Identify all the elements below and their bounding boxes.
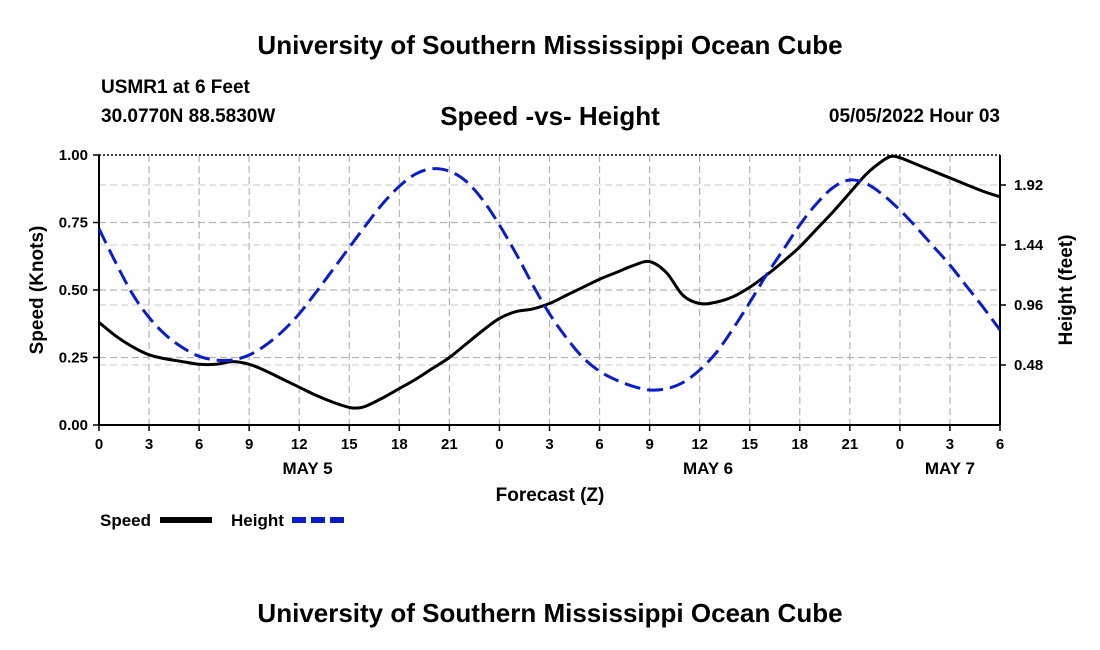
x-tick-label: 0 (95, 436, 103, 453)
y-axis-label-right: Height (feet) (1056, 235, 1077, 346)
y-tick-label-left: 0.75 (59, 215, 88, 232)
coordinates-label: 30.0770N 88.5830W (101, 106, 276, 127)
series-line-height (97, 167, 1002, 392)
page-title: University of Southern Mississippi Ocean… (257, 30, 843, 60)
legend: Speed Height (100, 511, 344, 530)
x-tick-label: 9 (645, 436, 653, 453)
x-tick-label: 18 (791, 436, 808, 453)
date-label: MAY 6 (683, 459, 733, 478)
page-footer-title: University of Southern Mississippi Ocean… (257, 598, 843, 628)
y-tick-label-left: 1.00 (59, 147, 88, 164)
x-tick-label: 18 (391, 436, 408, 453)
x-tick-label: 6 (996, 436, 1004, 453)
y-tick-label-right: 0.96 (1014, 297, 1043, 314)
x-tick-label: 0 (495, 436, 503, 453)
x-tick-label: 6 (195, 436, 203, 453)
legend-label-speed: Speed (100, 511, 151, 530)
y-tick-label-right: 1.44 (1014, 237, 1044, 254)
x-axis-label: Forecast (Z) (496, 485, 605, 506)
series (97, 154, 1002, 410)
y-axis-label-left: Speed (Knots) (27, 226, 48, 355)
x-tick-label: 12 (691, 436, 708, 453)
date-label: MAY 7 (925, 459, 975, 478)
y-tick-label-left: 0.25 (59, 350, 88, 367)
station-label: USMR1 at 6 Feet (101, 77, 250, 98)
x-tick-label: 6 (595, 436, 603, 453)
series-line-speed (98, 154, 1001, 410)
x-tick-label: 0 (896, 436, 904, 453)
x-tick-label: 3 (946, 436, 954, 453)
x-tick-label: 3 (145, 436, 153, 453)
date-label: MAY 5 (283, 459, 333, 478)
y-tick-label-right: 0.48 (1014, 357, 1043, 374)
x-tick-label: 12 (291, 436, 308, 453)
y-tick-label-left: 0.00 (59, 417, 88, 434)
x-tick-label: 9 (245, 436, 253, 453)
x-tick-label: 21 (841, 436, 858, 453)
axes: 0 3 6 9 12 15 18 21 0 3 6 9 12 15 18 21 0 3 6 MAY 5 MAY 6 MAY… (59, 147, 1044, 478)
legend-label-height: Height (231, 511, 284, 530)
axis-labels: Forecast (Z) Speed (Knots) Height (feet) (27, 226, 1077, 506)
x-tick-label: 15 (341, 436, 358, 453)
x-tick-label: 21 (441, 436, 458, 453)
x-tick-label: 15 (741, 436, 758, 453)
forecast-datetime: 05/05/2022 Hour 03 (828, 106, 1000, 127)
y-tick-label-right: 1.92 (1014, 177, 1043, 194)
grid (99, 155, 1000, 425)
x-tick-label: 3 (545, 436, 553, 453)
chart-title: Speed -vs- Height (440, 101, 660, 131)
y-tick-label-left: 0.50 (59, 282, 88, 299)
